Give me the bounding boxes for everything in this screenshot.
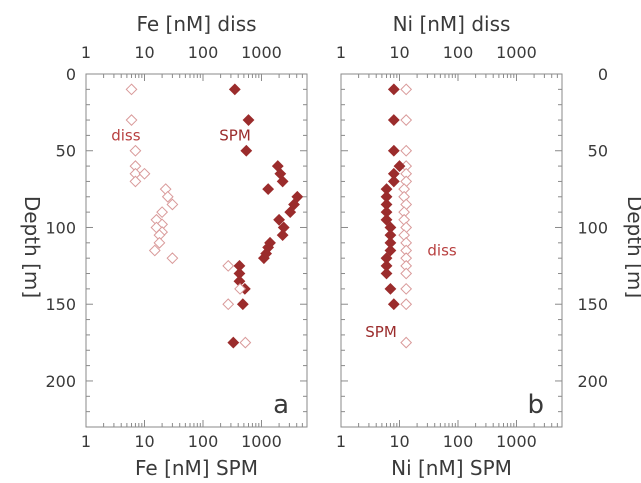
x-tick-label-top: 1000 [241,43,282,62]
diss-point [239,336,252,349]
x-tick-label-top: 100 [188,43,219,62]
annotation-diss: diss [427,242,457,260]
y-tick-label: 100 [577,218,608,237]
x-axis-title-top: Fe [nM] diss [136,12,256,36]
y-tick-label: 150 [577,295,608,314]
x-tick-label-bottom: 100 [188,432,219,451]
x-tick-label-top: 1 [336,43,346,62]
diss-point [400,298,413,311]
diss-point [166,198,179,211]
annotation-spm: SPM [365,323,397,341]
spm-point [257,252,270,265]
spm-point [393,160,406,172]
panel-label: a [273,390,289,420]
x-tick-label-bottom: 10 [134,432,154,451]
diss-point [222,259,235,272]
x-tick-label-top: 10 [389,43,409,62]
y-tick-label: 200 [577,372,608,391]
spm-point [262,183,275,196]
x-axis-title-top: Ni [nM] diss [393,12,511,36]
spm-point [387,83,400,96]
spm-point [380,267,393,280]
diss-point [166,252,179,265]
y-tick-label: 50 [588,142,608,161]
x-axis-title-bottom: Ni [nM] SPM [391,456,512,480]
spm-point [384,244,397,257]
diss-point [129,144,142,157]
diss-point [400,267,413,280]
diss-point [400,336,413,349]
plot-frame [340,73,563,428]
x-tick-label-bottom: 1000 [496,432,537,451]
spm-point [242,114,255,126]
diss-point [125,114,138,126]
x-axis-title-bottom: Fe [nM] SPM [135,456,258,480]
diss-point [400,282,413,295]
y-tick-label: 150 [45,295,76,314]
x-tick-label-top: 100 [443,43,474,62]
spm-point [276,229,289,242]
spm-point [387,175,400,188]
x-tick-label-bottom: 1 [336,432,346,451]
diss-point [234,282,246,295]
y-tick-label: 0 [66,65,76,84]
spm-point [240,144,253,157]
spm-point [387,144,400,157]
diss-point [400,83,413,96]
panel-label: b [527,390,544,420]
diss-point [161,190,174,203]
diss-point [148,244,161,257]
spm-point [387,298,400,311]
diss-point [138,167,151,180]
x-tick-label-bottom: 10 [389,432,409,451]
diss-point [400,114,413,126]
spm-point [380,213,393,226]
x-tick-label-top: 10 [134,43,154,62]
x-tick-label-bottom: 1 [81,432,91,451]
diss-point [222,298,235,311]
y-axis-title-left: Depth [m] [20,196,44,298]
x-tick-label-top: 1000 [496,43,537,62]
diss-point [153,236,166,249]
spm-point [288,198,300,211]
y-tick-label: 0 [598,65,608,84]
x-tick-label-bottom: 1000 [241,432,282,451]
x-tick-label-top: 1 [81,43,91,62]
spm-point [284,206,297,219]
diss-point [400,144,413,157]
y-tick-label: 200 [45,372,76,391]
spm-point [384,282,397,295]
y-axis-title-right: Depth [m] [623,196,641,298]
spm-point [387,114,400,126]
panel-b: 1 1 10 10 100 100 1000 1000 0 50 100 150 200 Ni [nM] … [336,12,608,480]
annotation-spm: SPM [219,126,251,144]
y-tick-label: 50 [56,142,76,161]
y-tick-label: 100 [45,218,76,237]
spm-point [236,298,249,311]
diss-point [125,83,138,96]
panel-a: 1 1 10 10 100 100 1000 1000 0 50 100 150 200 Fe [nM] … [45,12,308,480]
diss-point [156,206,169,219]
spm-point [276,175,289,188]
plot-frame [85,73,308,428]
x-tick-label-bottom: 100 [443,432,474,451]
spm-point [273,213,285,226]
spm-point [228,83,241,96]
diss-point [129,175,142,188]
annotation-diss: diss [111,126,141,144]
spm-point [227,336,240,349]
